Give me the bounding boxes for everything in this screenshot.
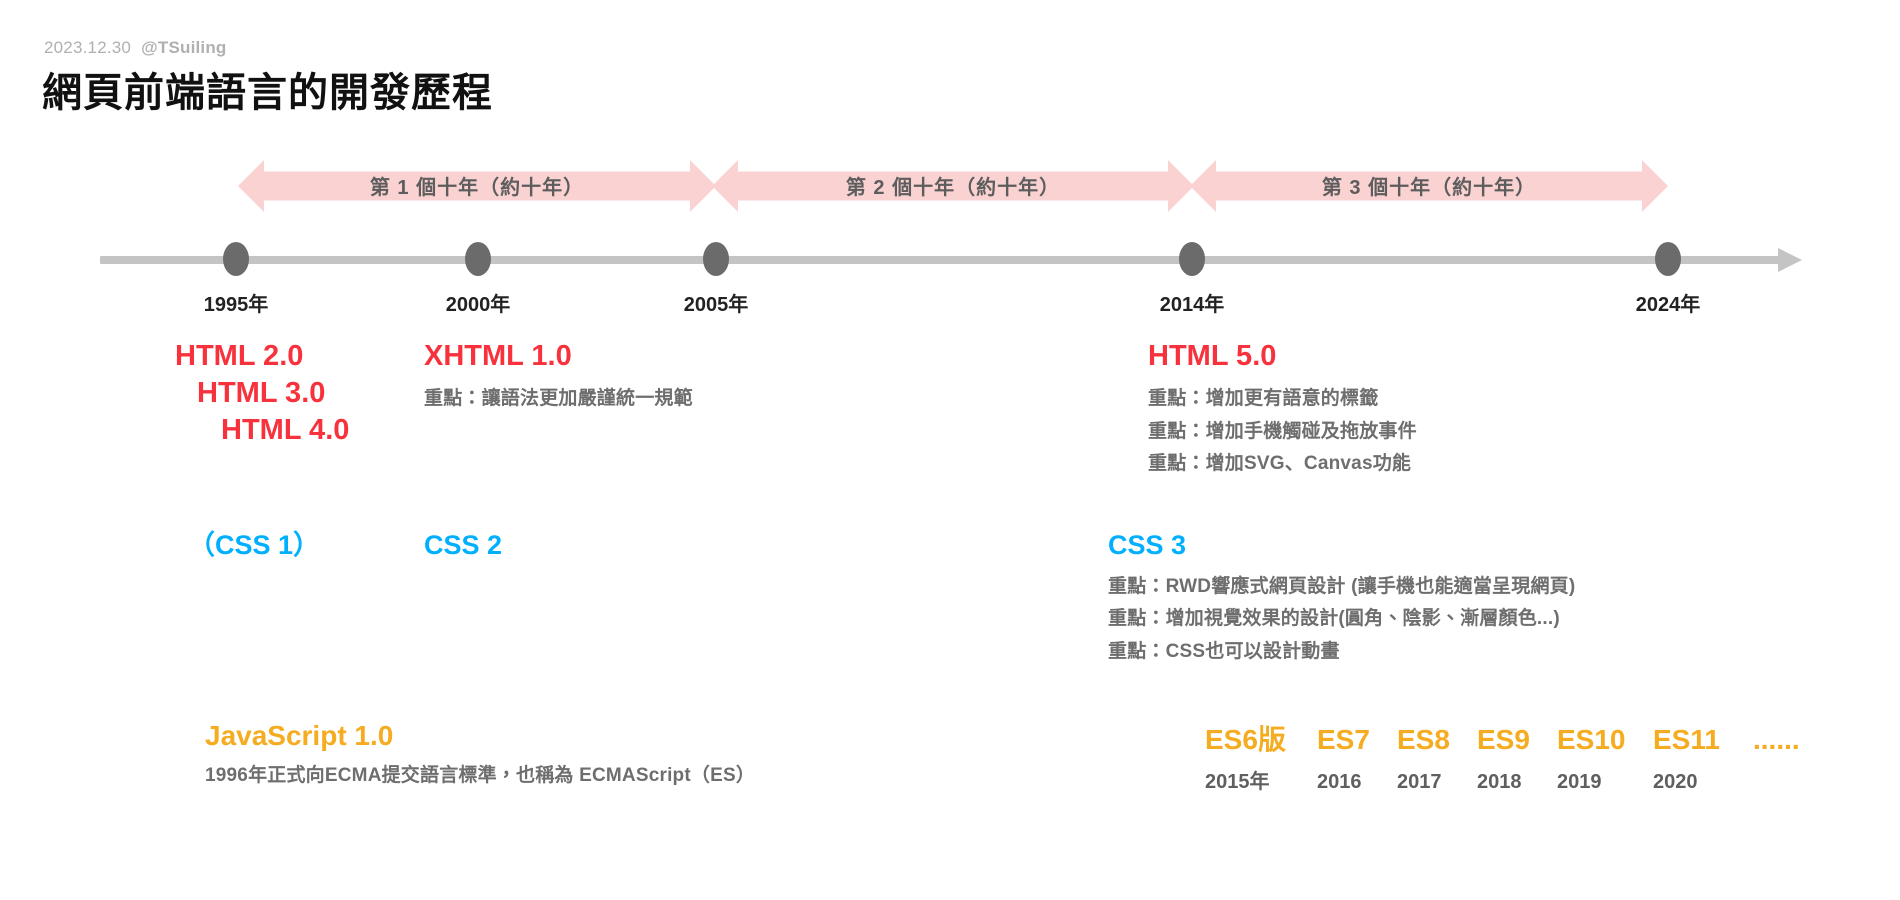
- timeline-node-2014: [1179, 242, 1205, 276]
- es-version-es11: ES11: [1653, 724, 1720, 755]
- css1-group: （CSS 1）: [188, 528, 320, 563]
- html5-note-1: 重點：增加更有語意的標籤: [1148, 388, 1379, 410]
- timeline-label-2014: 2014年: [1159, 294, 1225, 316]
- timeline-label-2024: 2024年: [1635, 294, 1701, 316]
- axis-line: [100, 256, 1780, 264]
- es-version-es8: ES8: [1397, 724, 1450, 755]
- css3-note-1: 重點：RWD響應式網頁設計 (讓手機也能適當呈現網頁): [1108, 575, 1576, 597]
- es-version-es10: ES10: [1557, 724, 1626, 755]
- es-version-es7: ES7: [1317, 724, 1370, 755]
- decade-arrow-1-label: 第 1 個十年（約十年）: [369, 177, 585, 199]
- javascript-title: JavaScript 1.0: [205, 720, 394, 751]
- timeline-node-2024: [1655, 242, 1681, 276]
- html-early-versions-group: HTML 2.0 HTML 3.0 HTML 4.0: [175, 338, 349, 449]
- css3-title: CSS 3: [1108, 530, 1187, 560]
- xhtml-group: XHTML 1.0 重點：讓語法更加嚴謹統一規範: [424, 338, 693, 415]
- html-4-label: HTML 4.0: [221, 414, 350, 447]
- es-year-2020: 2020: [1653, 771, 1698, 793]
- ecmascript-version-row: ES6版 ES7 ES8 ES9 ES10 ES11 ......: [1205, 718, 1800, 758]
- html5-group: HTML 5.0 重點：增加更有語意的標籤 重點：增加手機觸碰及拖放事件 重點：…: [1148, 338, 1417, 481]
- decade-arrow-2: 第 2 個十年（約十年）: [712, 160, 1194, 212]
- decade-arrow-band: 第 1 個十年（約十年） 第 2 個十年（約十年） 第 3 個十年（約十年）: [0, 160, 1900, 218]
- page-title: 網頁前端語言的開發歷程: [42, 71, 493, 115]
- es-year-2019: 2019: [1557, 771, 1602, 793]
- es-version-es6: ES6版: [1205, 724, 1286, 755]
- timeline-axis: 1995年 2000年 2005年 2014年 2024年: [0, 240, 1900, 316]
- html-3-label: HTML 3.0: [197, 377, 326, 410]
- date-text: 2023.12.30: [44, 38, 132, 57]
- timeline-label-2000: 2000年: [445, 294, 511, 316]
- es-year-2015: 2015年: [1205, 771, 1270, 793]
- decade-arrow-1: 第 1 個十年（約十年）: [238, 160, 716, 212]
- xhtml-note: 重點：讓語法更加嚴謹統一規範: [424, 388, 693, 410]
- css1-title: （CSS 1）: [188, 530, 321, 560]
- timeline-node-1995: [223, 242, 249, 276]
- timeline-node-2005: [703, 242, 729, 276]
- axis-arrowhead-icon: [1778, 248, 1802, 272]
- ecmascript-year-row: 2015年 2016 2017 2018 2019 2020: [1205, 765, 1800, 794]
- css2-title: CSS 2: [424, 530, 503, 560]
- decade-arrow-3: 第 3 個十年（約十年）: [1190, 160, 1668, 212]
- decade-arrow-2-label: 第 2 個十年（約十年）: [845, 177, 1061, 199]
- es-year-2017: 2017: [1397, 771, 1442, 793]
- xhtml-title: XHTML 1.0: [424, 340, 572, 372]
- es-year-2018: 2018: [1477, 771, 1522, 793]
- css2-group: CSS 2: [424, 528, 502, 563]
- decade-arrow-3-label: 第 3 個十年（約十年）: [1321, 177, 1537, 199]
- html5-title: HTML 5.0: [1148, 340, 1277, 372]
- timeline-node-2000: [465, 242, 491, 276]
- es-version-ellipsis: ......: [1753, 724, 1800, 755]
- html-2-label: HTML 2.0: [175, 340, 304, 372]
- css3-group: CSS 3 重點：RWD響應式網頁設計 (讓手機也能適當呈現網頁) 重點：增加視…: [1108, 528, 1575, 669]
- javascript-note: 1996年正式向ECMA提交語言標準，也稱為 ECMAScript（ES）: [205, 764, 756, 786]
- es-version-es9: ES9: [1477, 724, 1530, 755]
- ecmascript-group: ES6版 ES7 ES8 ES9 ES10 ES11 ...... 2015年 …: [1205, 718, 1800, 794]
- author-handle: @TSuiling: [141, 38, 227, 57]
- javascript-group: JavaScript 1.0 1996年正式向ECMA提交語言標準，也稱為 EC…: [205, 718, 755, 792]
- html5-note-2: 重點：增加手機觸碰及拖放事件: [1148, 420, 1417, 442]
- css3-note-3: 重點：CSS也可以設計動畫: [1108, 640, 1340, 662]
- css3-note-2: 重點：增加視覺效果的設計(圓角、陰影、漸層顏色...): [1108, 608, 1560, 630]
- es-year-2016: 2016: [1317, 771, 1362, 793]
- byline: 2023.12.30 @TSuiling: [44, 38, 227, 58]
- html5-note-3: 重點：增加SVG、Canvas功能: [1148, 453, 1412, 475]
- timeline-label-2005: 2005年: [683, 294, 749, 316]
- timeline-label-1995: 1995年: [203, 294, 269, 316]
